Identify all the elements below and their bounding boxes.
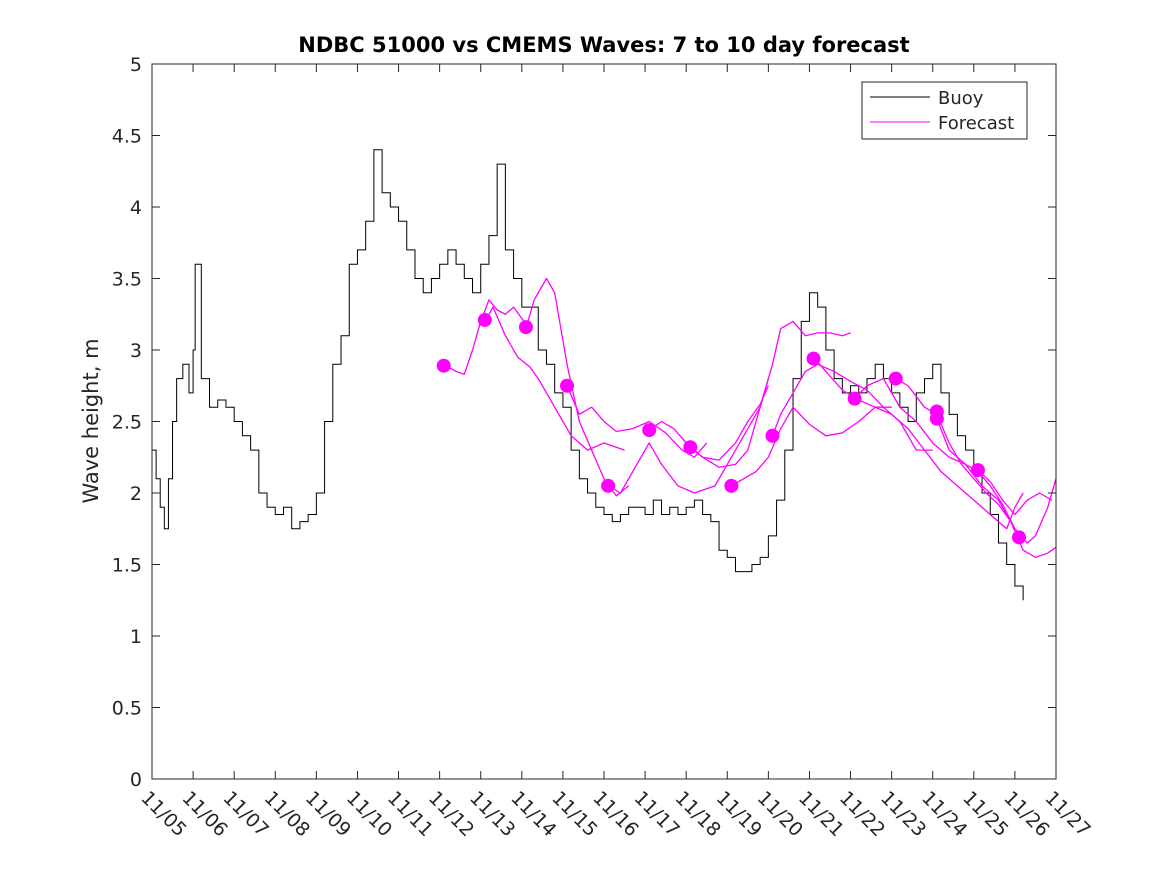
forecast-start-point bbox=[518, 320, 533, 335]
forecast-series-line bbox=[936, 418, 1057, 544]
forecast-series-line bbox=[813, 356, 1024, 530]
y-tick-label: 2 bbox=[130, 483, 142, 505]
forecast-series-line bbox=[443, 299, 531, 375]
forecast-start-point bbox=[436, 358, 451, 373]
forecast-series-line bbox=[977, 469, 1053, 516]
y-tick-label: 3.5 bbox=[112, 269, 142, 291]
forecast-start-point bbox=[847, 391, 862, 406]
forecast-start-point bbox=[970, 463, 985, 478]
forecast-start-point bbox=[560, 378, 575, 393]
forecast-start-point bbox=[601, 478, 616, 493]
y-axis-label: Wave height, m bbox=[79, 338, 103, 503]
forecast-start-point bbox=[888, 371, 903, 386]
y-tick-label: 4.5 bbox=[112, 126, 142, 148]
legend-buoy-label: Buoy bbox=[938, 88, 984, 109]
forecast-start-point bbox=[642, 423, 657, 438]
forecast-series-line bbox=[484, 306, 625, 451]
forecast-start-point bbox=[1012, 530, 1027, 545]
y-tick-label: 2.5 bbox=[112, 412, 142, 434]
forecast-series-line bbox=[648, 385, 769, 461]
buoy-series-line bbox=[152, 149, 1024, 601]
forecast-start-point bbox=[477, 312, 492, 327]
legend-forecast-label: Forecast bbox=[938, 113, 1014, 134]
y-tick-label: 0.5 bbox=[112, 698, 142, 720]
y-tick-label: 5 bbox=[130, 54, 142, 76]
forecast-start-point bbox=[806, 351, 821, 366]
forecast-series-line bbox=[771, 363, 933, 451]
y-tick-label: 1.5 bbox=[112, 555, 142, 577]
forecast-series-line bbox=[689, 320, 851, 468]
forecast-start-point bbox=[724, 478, 739, 493]
y-tick-label: 3 bbox=[130, 340, 142, 362]
forecast-start-point bbox=[683, 440, 698, 455]
forecast-series-line bbox=[895, 378, 1057, 558]
legend-box bbox=[861, 81, 1028, 140]
plot-frame bbox=[151, 63, 1057, 780]
forecast-series-line bbox=[854, 377, 1012, 522]
forecast-series-line bbox=[731, 406, 892, 487]
forecast-start-point bbox=[929, 411, 944, 426]
y-tick-label: 4 bbox=[130, 197, 142, 219]
forecast-series-line bbox=[607, 378, 769, 494]
chart-title: NDBC 51000 vs CMEMS Waves: 7 to 10 day f… bbox=[298, 33, 909, 57]
forecast-start-point bbox=[765, 428, 780, 443]
series-layer bbox=[152, 149, 1057, 601]
y-tick-label: 0 bbox=[130, 769, 142, 791]
legend: Buoy Forecast bbox=[861, 81, 1028, 140]
y-tick-label: 1 bbox=[130, 626, 142, 648]
